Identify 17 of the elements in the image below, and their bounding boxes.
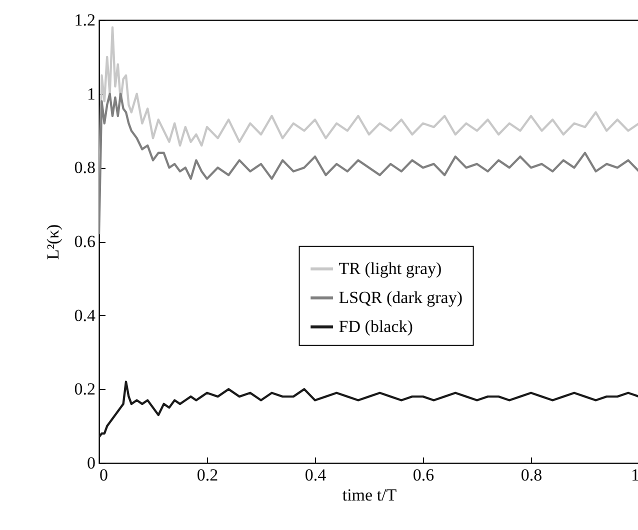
y-tick-label: 1 bbox=[87, 84, 96, 104]
x-axis-title: time t/T bbox=[342, 486, 398, 504]
y-tick-label: 0 bbox=[87, 454, 96, 472]
x-tick-label: 0.6 bbox=[412, 466, 434, 484]
x-tick-label: 0.8 bbox=[520, 466, 542, 484]
x-tick-label: 0.4 bbox=[304, 466, 327, 484]
y-tick-label: 0.2 bbox=[74, 380, 96, 399]
legend-label: TR (light gray) bbox=[338, 258, 442, 278]
y-tick-label: 0.4 bbox=[74, 306, 96, 325]
legend-label: FD (black) bbox=[338, 316, 413, 336]
y-tick-label: 0.6 bbox=[74, 232, 96, 251]
y-tick-label: 1.2 bbox=[74, 10, 96, 30]
y-axis-title: L²(κ) bbox=[43, 224, 62, 260]
y-tick-label: 0.8 bbox=[74, 158, 96, 178]
x-tick-label: 0 bbox=[100, 466, 108, 484]
x-tick-label: 0.2 bbox=[196, 466, 218, 484]
legend-label: LSQR (dark gray) bbox=[338, 288, 463, 307]
